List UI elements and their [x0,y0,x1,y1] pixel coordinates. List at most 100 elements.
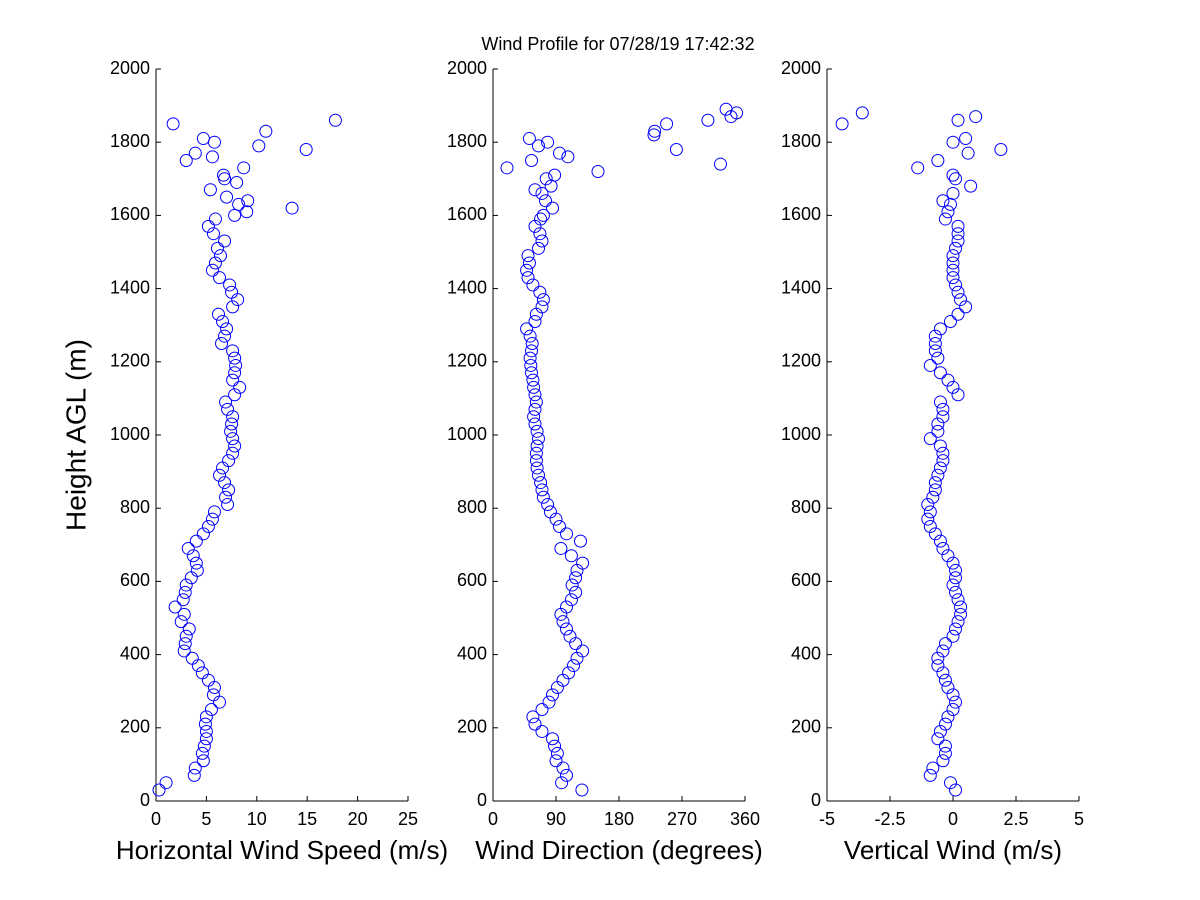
data-point [205,512,219,526]
data-point [206,227,220,241]
data-point [648,124,662,138]
data-point [252,139,266,153]
data-point [152,783,166,797]
y-tick-label: 400 [120,643,150,663]
data-point [228,388,242,402]
data-point [229,358,243,372]
data-point [936,410,950,424]
data-point [174,615,188,629]
data-point [928,476,942,490]
data-point [541,135,555,149]
data-point [188,761,202,775]
data-point [949,241,963,255]
data-point [949,278,963,292]
data-point [525,344,538,358]
subplot: 0 200 400 600 800 1000 1200 1400 1600 1800 2000 0 5 1… [60,58,448,865]
data-point [949,571,963,585]
data-point [259,124,273,138]
data-point [951,285,965,299]
data-point [946,263,960,277]
data-point [951,593,965,607]
data-point [528,388,542,402]
data-point [946,629,960,643]
data-point [550,746,564,760]
data-point [946,703,960,716]
data-point [565,578,579,592]
data-point [186,549,200,563]
data-point [187,768,201,782]
y-tick-label: 800 [120,497,150,517]
data-point [556,761,570,775]
data-point [220,322,234,336]
data-point [560,527,573,541]
data-point [946,578,960,592]
y-tick-label: 400 [457,643,487,663]
y-tick-label: 600 [457,570,487,590]
data-point [938,637,952,651]
figure-title: Wind Profile for 07/28/19 17:42:32 [481,34,754,54]
data-point [931,154,945,167]
data-point [199,724,213,738]
y-tick-label: 1400 [110,277,150,297]
data-point [969,110,983,124]
data-point [943,315,957,329]
data-point [936,644,950,658]
data-point [949,563,963,577]
subplot: 0 200 400 600 800 1000 1200 1400 1600 1800 2000 -5 -… [781,58,1084,865]
data-point [542,695,556,709]
data-point [299,143,313,157]
data-point [226,300,240,314]
data-point [196,754,210,768]
data-point [951,388,965,402]
data-point [933,366,947,380]
data-point [923,358,937,372]
y-tick-label: 1000 [447,424,487,444]
data-point [564,549,578,563]
data-point [936,194,950,208]
data-point [936,402,950,416]
data-point [951,219,965,233]
data-point [553,146,566,160]
data-point [926,761,940,775]
data-point [533,285,547,299]
data-point [226,432,240,446]
data-point [210,241,224,255]
data-point [532,468,545,482]
data-point [523,351,537,365]
x-axis-label: Vertical Wind (m/s) [844,835,1062,865]
data-point [215,337,229,350]
y-tick-label: 0 [140,790,150,810]
data-point [560,622,573,636]
x-tick-label: 10 [247,809,267,829]
data-point [178,585,192,599]
data-point [211,307,225,321]
y-tick-label: 1800 [110,131,150,151]
data-point [529,446,543,460]
y-tick-label: 800 [457,497,487,517]
data-point [539,194,552,208]
data-point [222,454,236,468]
data-point [933,724,947,738]
data-point [941,205,955,219]
data-point [543,505,557,519]
data-point [221,498,235,512]
data-point [546,732,559,746]
data-point [208,256,222,270]
data-point [228,439,242,453]
data-point [959,300,973,314]
y-tick-label: 600 [120,570,150,590]
x-tick-label: 25 [398,809,418,829]
data-point [536,208,550,222]
data-point [523,329,537,343]
data-point [525,154,538,167]
x-tick-label: 0 [488,809,498,829]
data-point [196,132,210,146]
y-tick-label: 600 [791,570,821,590]
data-point [524,358,538,372]
data-point [701,113,715,127]
y-tick-label: 1200 [447,351,487,371]
data-point [179,578,193,592]
y-tick-label: 1600 [110,204,150,224]
data-point [936,454,950,468]
